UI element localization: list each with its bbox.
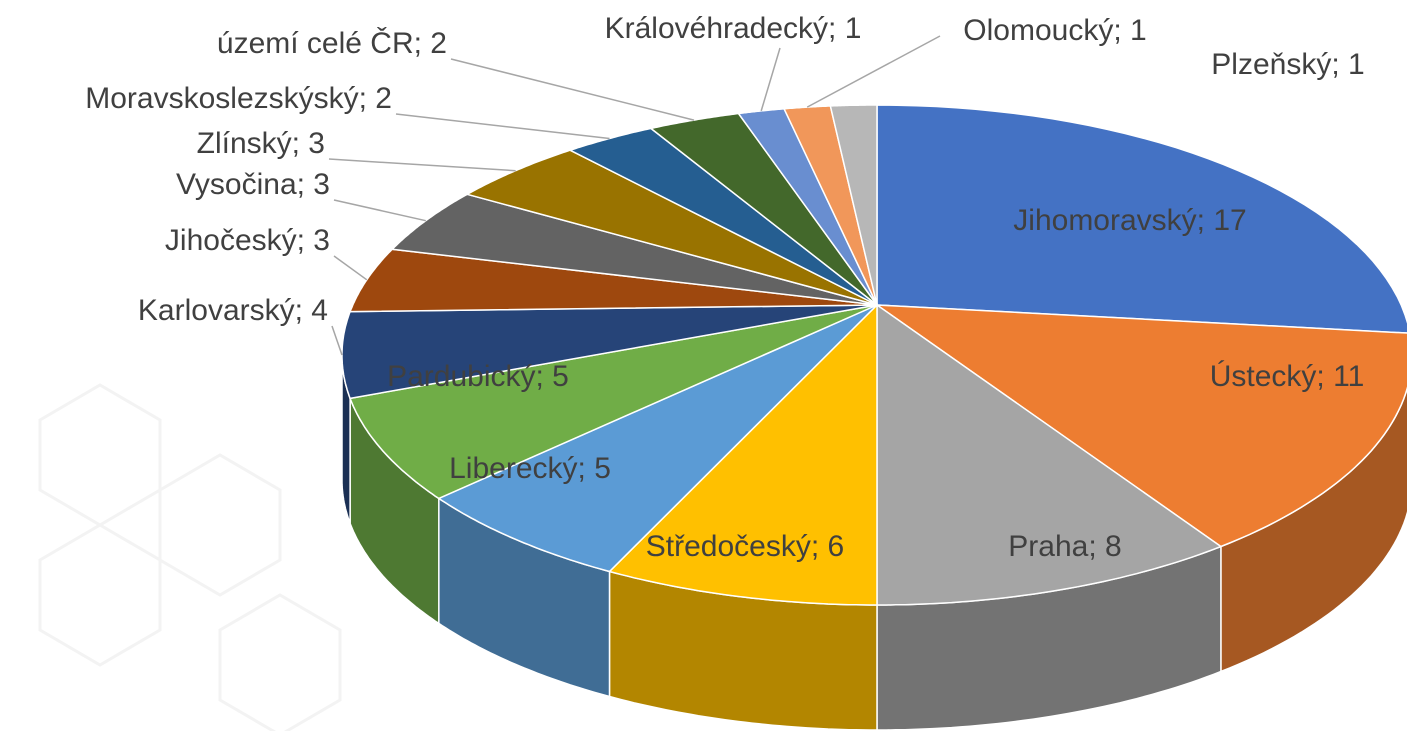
data-label: Středočeský; 6 [646, 530, 844, 563]
data-label: Vysočina; 3 [176, 168, 330, 201]
pie-slice [608, 303, 878, 606]
leader-line [333, 199, 426, 222]
background-hexagons [38, 383, 342, 731]
leader-line [806, 35, 941, 108]
data-label: Praha; 8 [1008, 530, 1121, 563]
leader-line [328, 158, 516, 172]
data-label: Liberecký; 5 [449, 452, 611, 485]
data-label: Zlínský; 3 [197, 127, 325, 160]
pie-slice [349, 304, 878, 500]
data-label: Karlovarský; 4 [138, 294, 328, 327]
pie-slice [829, 104, 878, 306]
data-label: Pardubický; 5 [387, 360, 569, 393]
pie-slice [437, 304, 878, 573]
data-label: Královéhradecký; 1 [605, 12, 862, 45]
pie-slice [876, 104, 1407, 334]
leader-line [450, 58, 695, 121]
leader-line [760, 47, 781, 112]
leader-line [395, 113, 610, 140]
pie-slice [874, 304, 1407, 548]
pie-slice [876, 303, 1223, 606]
data-label: Jihočeský; 3 [165, 224, 330, 257]
leader-line [331, 325, 343, 356]
data-label: Ústecký; 11 [1210, 360, 1365, 393]
data-label: Olomoucký; 1 [963, 14, 1146, 47]
leader-line [333, 255, 368, 281]
data-label: Moravskoslezskýský; 2 [85, 82, 392, 115]
data-label: Plzeňský; 1 [1211, 48, 1364, 81]
data-label: území celé ČR; 2 [217, 26, 447, 60]
data-label: Jihomoravský; 17 [1013, 204, 1246, 237]
